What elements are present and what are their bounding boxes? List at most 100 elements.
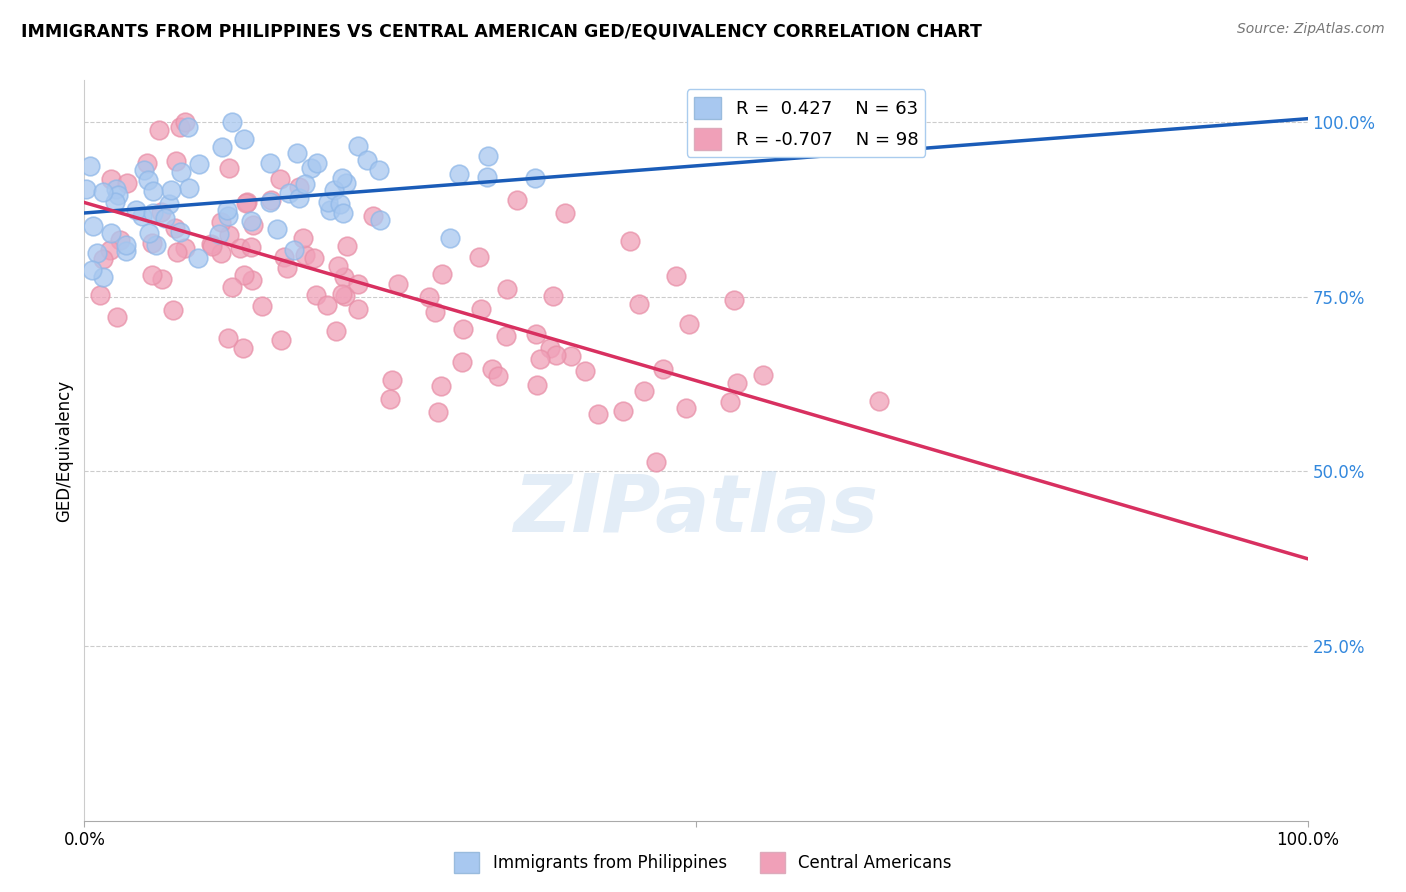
Point (170, 164, 193, 178)
Point (481, 361, 503, 376)
Point (169, 225, 191, 239)
Point (201, 239, 224, 253)
Point (250, 299, 273, 313)
Point (336, 239, 359, 253)
Point (114, 244, 136, 259)
Point (329, 196, 352, 211)
Point (381, 373, 404, 387)
Point (107, 188, 129, 202)
Point (523, 170, 546, 185)
Point (468, 251, 491, 265)
Point (104, 182, 127, 196)
Point (217, 331, 239, 345)
Point (132, 162, 155, 177)
Point (141, 268, 163, 282)
Point (330, 287, 353, 301)
Point (229, 241, 252, 255)
Point (177, 181, 200, 195)
Point (169, 120, 191, 135)
Point (319, 202, 342, 217)
Point (612, 404, 634, 418)
Point (332, 206, 354, 220)
Point (259, 156, 281, 170)
Point (86, 246, 108, 260)
Point (138, 227, 160, 241)
Point (166, 245, 188, 260)
Text: ZIPatlas: ZIPatlas (513, 471, 879, 549)
Point (325, 325, 347, 339)
Point (276, 260, 298, 275)
Point (316, 195, 339, 210)
Point (644, 455, 666, 469)
Point (554, 206, 576, 220)
Point (91, 269, 114, 284)
Point (259, 194, 281, 209)
Point (347, 277, 370, 291)
Point (136, 173, 159, 187)
Point (586, 407, 609, 421)
Point (283, 243, 305, 257)
Point (451, 355, 474, 369)
Point (544, 348, 567, 362)
Point (165, 153, 187, 168)
Point (110, 233, 132, 247)
Point (236, 195, 259, 210)
Point (217, 209, 239, 223)
Point (495, 329, 517, 343)
Point (333, 270, 356, 285)
Point (93, 186, 115, 200)
Point (150, 205, 173, 219)
Point (423, 305, 446, 319)
Point (125, 202, 148, 217)
Legend: Immigrants from Philippines, Central Americans: Immigrants from Philippines, Central Ame… (447, 846, 959, 880)
Point (560, 349, 582, 363)
Point (141, 236, 163, 251)
Point (148, 123, 170, 137)
Point (117, 176, 139, 190)
Point (451, 322, 474, 336)
Point (506, 193, 529, 207)
Point (292, 231, 315, 245)
Point (217, 202, 239, 217)
Point (232, 131, 254, 145)
Point (89, 288, 111, 302)
Point (627, 297, 650, 311)
Point (477, 149, 499, 163)
Point (100, 243, 122, 257)
Point (418, 290, 440, 304)
Point (131, 209, 153, 223)
Point (529, 352, 551, 367)
Point (104, 194, 127, 209)
Point (477, 170, 499, 185)
Point (260, 194, 283, 208)
Point (221, 279, 243, 293)
Point (346, 302, 368, 317)
Point (361, 209, 384, 223)
Point (619, 234, 641, 248)
Point (235, 195, 257, 210)
Point (82, 219, 104, 234)
Point (470, 301, 492, 316)
Point (165, 221, 187, 235)
Point (432, 267, 454, 281)
Point (79, 159, 101, 173)
Point (174, 241, 197, 255)
Point (378, 392, 401, 406)
Point (665, 268, 688, 283)
Point (240, 273, 263, 287)
Point (526, 327, 548, 342)
Point (449, 167, 471, 181)
Point (496, 282, 519, 296)
Point (266, 221, 288, 235)
Point (294, 177, 316, 191)
Point (305, 288, 328, 302)
Point (100, 172, 122, 186)
Legend: R =  0.427    N = 63, R = -0.707    N = 98: R = 0.427 N = 63, R = -0.707 N = 98 (688, 89, 925, 157)
Point (135, 156, 157, 170)
Point (723, 293, 745, 307)
Point (538, 341, 561, 355)
Point (187, 251, 209, 265)
Point (200, 237, 222, 252)
Point (75, 181, 97, 195)
Point (232, 341, 254, 355)
